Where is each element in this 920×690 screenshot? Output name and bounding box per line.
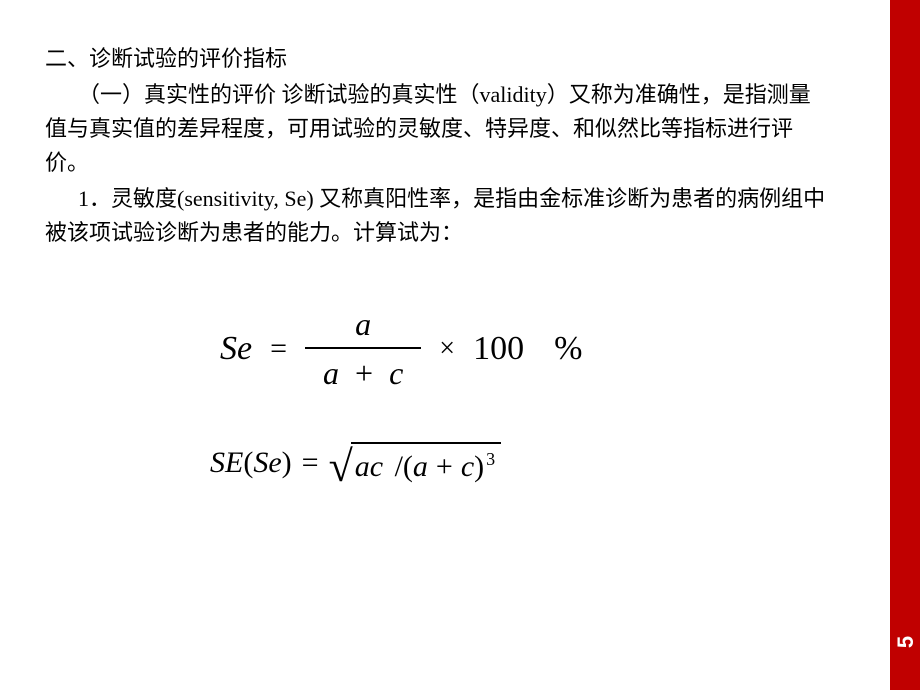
inner-plus: + bbox=[436, 450, 453, 483]
slide-content: 二、诊断试验的评价指标 （一）真实性的评价 诊断试验的真实性（validity）… bbox=[0, 0, 880, 484]
inner-a: a bbox=[413, 450, 428, 483]
denom-plus: + bbox=[355, 355, 373, 391]
open-paren: ( bbox=[243, 446, 253, 479]
text-block: 二、诊断试验的评价指标 （一）真实性的评价 诊断试验的真实性（validity）… bbox=[45, 42, 830, 251]
section-heading: 二、诊断试验的评价指标 bbox=[45, 42, 830, 76]
formula1-factor: 100 bbox=[473, 330, 524, 368]
paragraph-validity: （一）真实性的评价 诊断试验的真实性（validity）又称为准确性，是指测量值… bbox=[45, 78, 830, 180]
formula1-fraction: a a + c bbox=[305, 306, 421, 392]
formula2-arg: Se bbox=[253, 446, 281, 479]
formula2-equals: = bbox=[302, 446, 319, 480]
page-number: 5 bbox=[893, 636, 919, 648]
fraction-numerator: a bbox=[320, 306, 406, 347]
formula1-lhs: Se bbox=[220, 330, 252, 368]
side-accent-bar: 5 bbox=[890, 0, 920, 690]
inner-c: c bbox=[461, 450, 474, 483]
formula-sensitivity: Se = a a + c × 100 % bbox=[220, 306, 830, 392]
formula1-times: × bbox=[439, 333, 455, 365]
denom-left: a bbox=[323, 355, 339, 391]
formula2-func: SE bbox=[210, 446, 243, 479]
sqrt-slash: /( bbox=[395, 450, 413, 483]
exponent: 3 bbox=[486, 449, 495, 469]
sqrt-ac: ac bbox=[355, 450, 383, 483]
formula2-lhs: SE(Se) bbox=[210, 446, 292, 480]
formula-se-error: SE(Se) = √ ac /(a+c)3 bbox=[210, 442, 830, 484]
sqrt-container: √ ac /(a+c)3 bbox=[329, 442, 502, 484]
paragraph-sensitivity: 1．灵敏度(sensitivity, Se) 又称真阳性率，是指由金标准诊断为患… bbox=[45, 182, 830, 250]
sqrt-symbol: √ bbox=[329, 452, 353, 483]
close-paren: ) bbox=[282, 446, 292, 479]
formula1-equals: = bbox=[270, 332, 287, 366]
sqrt-content: ac /(a+c)3 bbox=[351, 442, 501, 484]
fraction-denominator: a + c bbox=[305, 347, 421, 392]
inner-close: ) bbox=[474, 450, 484, 483]
formula1-percent: % bbox=[554, 330, 582, 368]
formula-area: Se = a a + c × 100 % SE(Se) = √ a bbox=[220, 306, 830, 484]
denom-right: c bbox=[389, 355, 403, 391]
